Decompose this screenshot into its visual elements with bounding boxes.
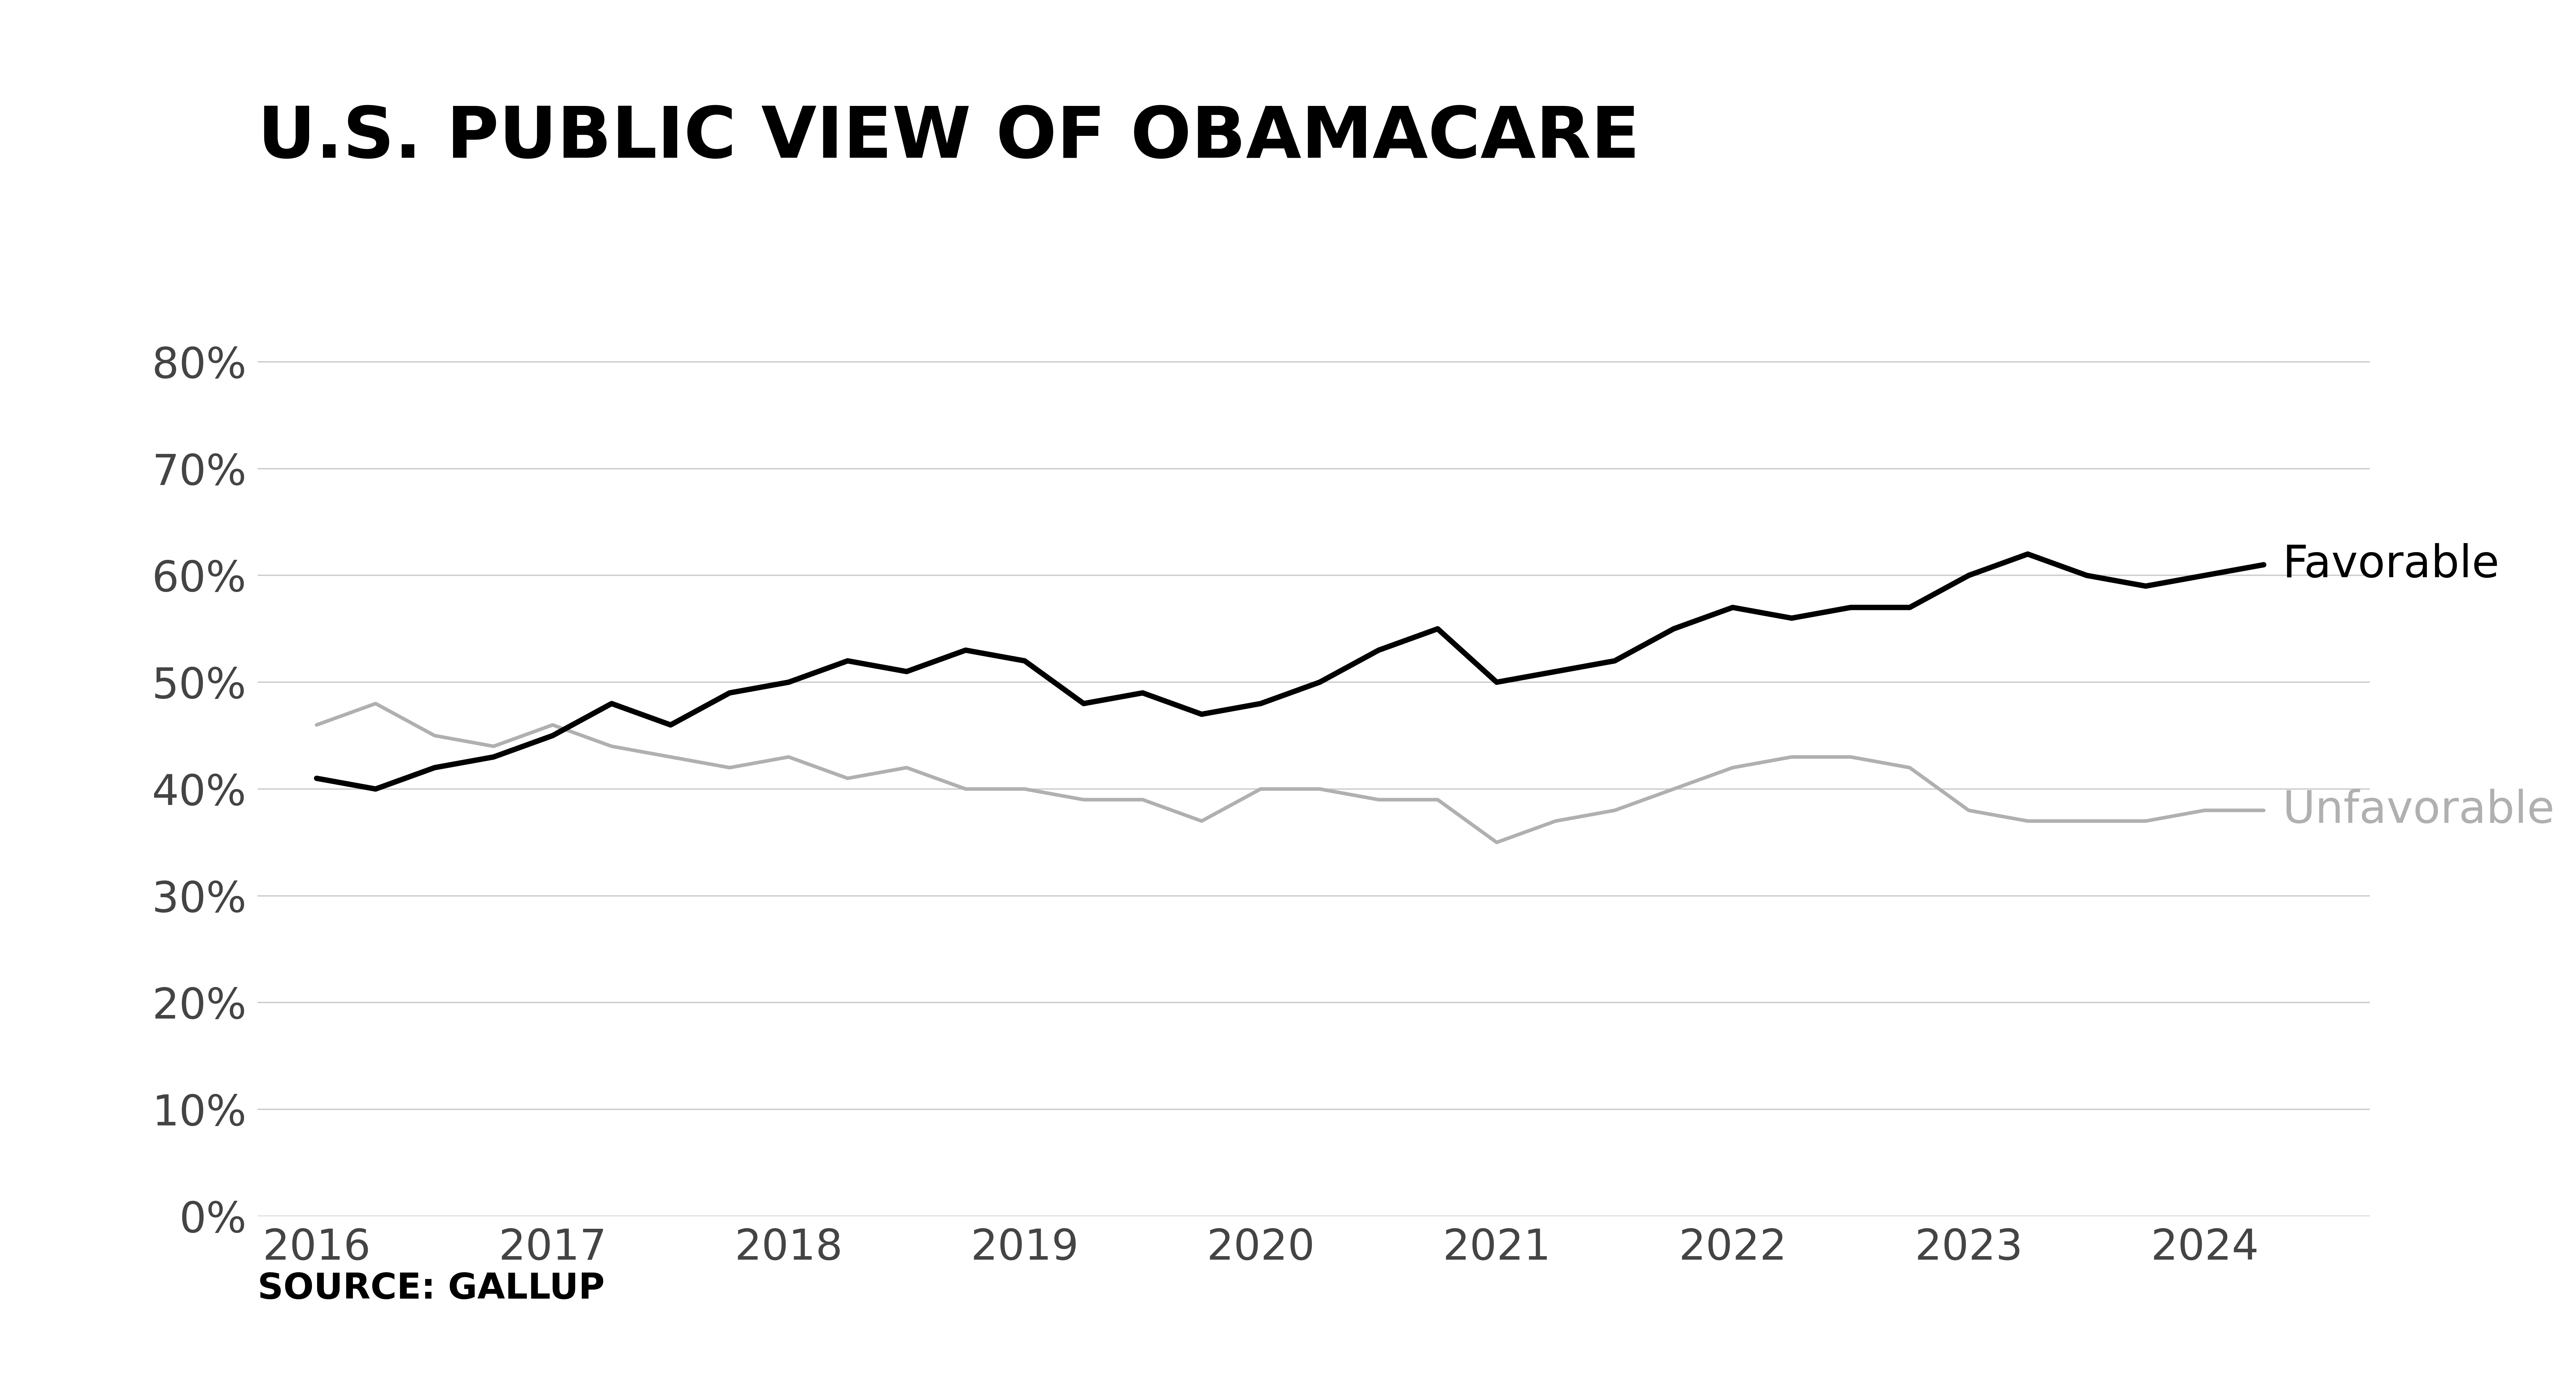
Text: U.S. PUBLIC VIEW OF OBAMACARE: U.S. PUBLIC VIEW OF OBAMACARE [258,104,1641,173]
Text: Favorable: Favorable [2282,543,2499,586]
Text: Unfavorable: Unfavorable [2282,789,2555,832]
Text: SOURCE: GALLUP: SOURCE: GALLUP [258,1271,605,1306]
